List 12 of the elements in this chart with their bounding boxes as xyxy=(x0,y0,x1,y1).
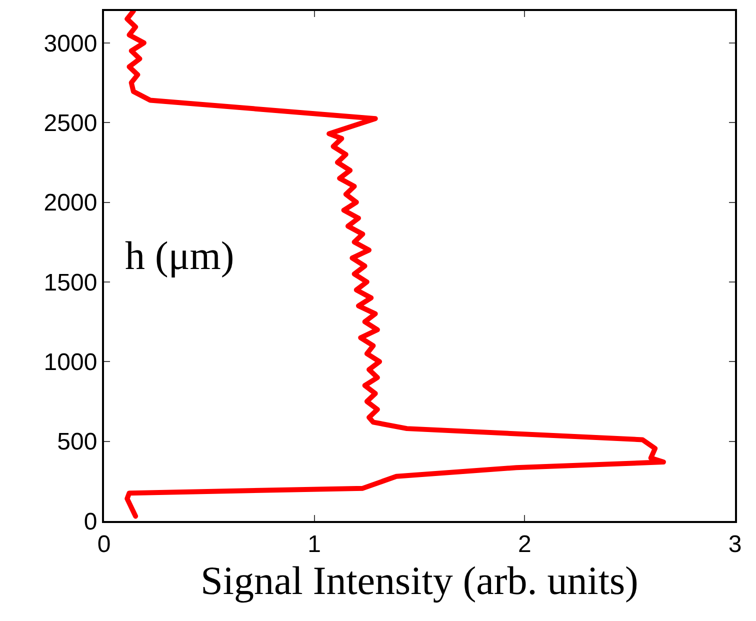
y-tick-label: 3000 xyxy=(44,30,98,58)
x-tick-label: 2 xyxy=(518,530,532,558)
x-tick-label: 1 xyxy=(308,530,322,558)
y-axis-title: h (μm) xyxy=(125,233,234,278)
y-tick-label: 1500 xyxy=(44,269,98,296)
y-tick-label: 500 xyxy=(57,428,98,456)
y-tick-label: 1000 xyxy=(44,349,98,376)
x-axis-title: Signal Intensity (arb. units) xyxy=(200,558,638,603)
x-tick-label: 3 xyxy=(728,530,742,558)
y-tick-label: 2000 xyxy=(44,190,98,217)
y-tick-label: 0 xyxy=(84,508,98,536)
y-tick-label: 2500 xyxy=(44,110,98,137)
